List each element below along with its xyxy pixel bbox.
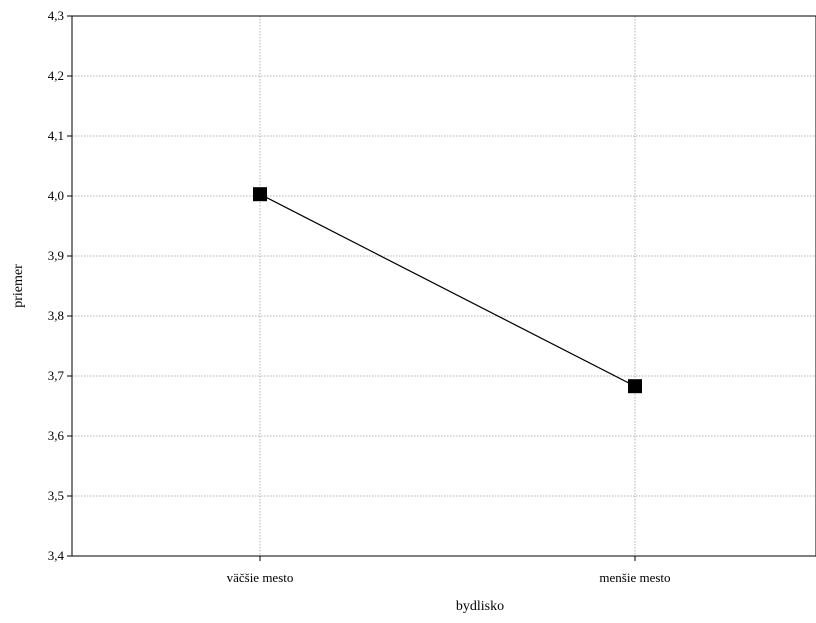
x-axis-ticks: väčšie mesto menšie mesto bbox=[227, 556, 671, 585]
y-tick-label: 3,9 bbox=[48, 248, 64, 263]
y-axis-ticks: 3,4 3,5 3,6 3,7 3,8 3,9 4,0 4,1 4,2 4,3 bbox=[48, 8, 72, 563]
x-axis-label: bydlisko bbox=[456, 599, 504, 614]
y-tick-label: 3,6 bbox=[48, 428, 65, 443]
y-tick-label: 4,1 bbox=[48, 128, 64, 143]
data-point-marker bbox=[253, 187, 267, 202]
x-tick-label: väčšie mesto bbox=[227, 570, 294, 585]
y-tick-label: 3,7 bbox=[48, 368, 65, 383]
series-group bbox=[253, 187, 642, 394]
y-tick-label: 3,4 bbox=[48, 548, 65, 563]
series-line bbox=[259, 193, 636, 387]
y-tick-label: 4,2 bbox=[48, 68, 64, 83]
y-tick-label: 4,0 bbox=[48, 188, 64, 203]
grid-lines bbox=[72, 16, 816, 556]
data-point-marker bbox=[628, 379, 642, 394]
y-tick-label: 3,8 bbox=[48, 308, 64, 323]
y-tick-label: 4,3 bbox=[48, 8, 64, 23]
plot-frame bbox=[71, 15, 816, 557]
y-tick-label: 3,5 bbox=[48, 488, 64, 503]
y-axis-label: priemer bbox=[11, 264, 26, 308]
x-tick-label: menšie mesto bbox=[599, 570, 670, 585]
